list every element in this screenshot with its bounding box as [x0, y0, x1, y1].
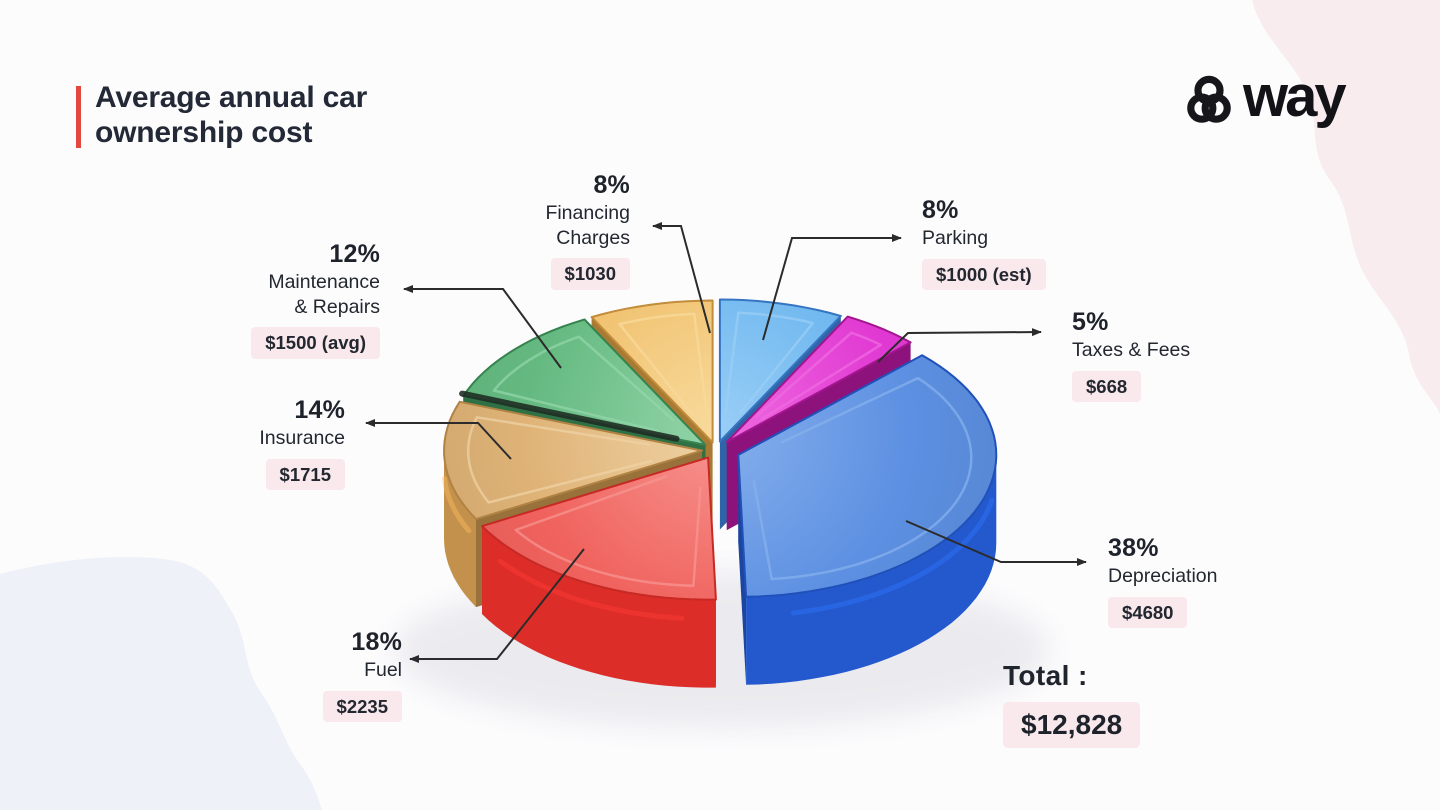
- connector-fuel: [409, 548, 585, 663]
- connector-depreciation: [905, 520, 1087, 566]
- connector-parking: [762, 234, 902, 341]
- amount-badge: $668: [1072, 370, 1142, 403]
- category-label: Fuel: [364, 659, 402, 681]
- percent-label: 8%: [922, 196, 959, 224]
- callout-parking: 8% Parking $1000 (est): [922, 196, 1162, 291]
- pie-slice-fuel: [481, 456, 717, 688]
- percent-label: 14%: [294, 396, 345, 424]
- connector-financing-charges: [652, 222, 711, 334]
- amount-badge: $4680: [1108, 596, 1188, 629]
- category-label: Parking: [922, 227, 989, 249]
- total-block: Total : $12,828: [1003, 660, 1141, 748]
- callout-insurance: 14% Insurance $1715: [181, 396, 345, 491]
- category-label: Maintenance: [268, 271, 380, 293]
- pie-slice-depreciation: [737, 354, 998, 685]
- category-label: Taxes & Fees: [1072, 339, 1191, 361]
- decor-blob-bottom-left: [0, 556, 322, 810]
- page-title: Average annual car ownership cost: [95, 80, 367, 150]
- callout-maintenance-repairs: 12% Maintenance & Repairs $1500 (avg): [204, 240, 380, 359]
- title-line-1: Average annual car: [95, 81, 368, 114]
- amount-badge: $1500 (avg): [251, 327, 380, 359]
- title-line-2: ownership cost: [95, 116, 313, 149]
- category-label: Insurance: [259, 427, 345, 449]
- amount-badge: $1000 (est): [922, 258, 1046, 291]
- decor-blob-top-right: [1252, 0, 1440, 414]
- pie-chart: [442, 298, 998, 688]
- connector-maintenance-repairs: [403, 285, 562, 369]
- way-logo-wordmark: way: [1243, 64, 1347, 129]
- category-label: & Repairs: [294, 295, 380, 318]
- category-label: Financing: [545, 202, 630, 224]
- percent-label: 12%: [329, 240, 380, 268]
- connector-taxes-fees: [877, 328, 1042, 363]
- amount-badge: $2235: [322, 690, 402, 723]
- total-label: Total :: [1003, 660, 1088, 691]
- way-logo: way: [1186, 68, 1347, 126]
- connector-lines: [365, 222, 1087, 663]
- callout-financing-charges: 8% Financing Charges $1030: [428, 171, 630, 290]
- percent-label: 38%: [1108, 534, 1159, 562]
- percent-label: 8%: [593, 171, 630, 199]
- amount-badge: $1715: [265, 458, 345, 491]
- percent-label: 18%: [351, 628, 402, 656]
- total-value-badge: $12,828: [1003, 702, 1141, 748]
- callout-depreciation: 38% Depreciation $4680: [1108, 534, 1348, 629]
- way-logo-knot-icon: [1187, 75, 1231, 123]
- callout-fuel: 18% Fuel $2235: [238, 628, 402, 723]
- category-label: Charges: [556, 226, 630, 249]
- title-accent-bar: [76, 86, 81, 148]
- category-label: Depreciation: [1108, 565, 1218, 587]
- connector-insurance: [365, 419, 512, 460]
- percent-label: 5%: [1072, 308, 1109, 336]
- amount-badge: $1030: [550, 258, 630, 290]
- callout-taxes-fees: 5% Taxes & Fees $668: [1072, 308, 1312, 403]
- dark-seam: [459, 390, 680, 442]
